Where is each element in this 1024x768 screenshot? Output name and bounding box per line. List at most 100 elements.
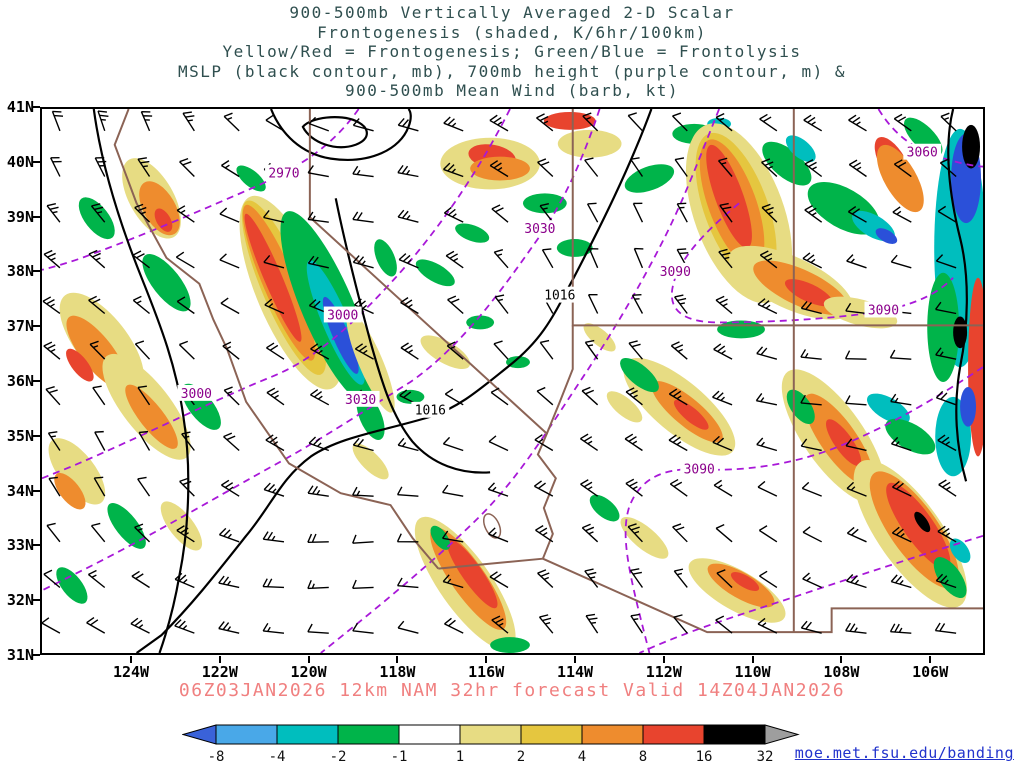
wind-barb bbox=[176, 525, 195, 543]
wind-barb bbox=[846, 574, 867, 589]
wind-barb bbox=[625, 387, 643, 406]
wind-barb bbox=[397, 164, 419, 178]
wind-barb bbox=[307, 165, 329, 178]
wind-barb bbox=[670, 341, 688, 360]
mslp-contour-label: 1016 bbox=[544, 289, 575, 304]
x-tick-mark bbox=[485, 656, 488, 663]
wind-barb bbox=[94, 430, 106, 451]
title-line-4: MSLP (black contour, mb), 700mb height (… bbox=[178, 61, 846, 81]
wind-barb bbox=[400, 342, 419, 360]
wind-barb bbox=[97, 110, 109, 132]
wind-barb bbox=[352, 165, 374, 178]
wind-barb bbox=[674, 157, 688, 177]
y-tick-label: 39N bbox=[6, 207, 34, 226]
wind-barb bbox=[442, 484, 464, 497]
wind-barb bbox=[935, 301, 957, 315]
mslp-contour-label: 1016 bbox=[415, 404, 446, 419]
wind-barb bbox=[889, 623, 912, 634]
wind-barb bbox=[627, 523, 643, 543]
wind-barb bbox=[586, 202, 599, 223]
wind-barb bbox=[889, 349, 912, 360]
title-line-5: 900-500mb Mean Wind (barb, kt) bbox=[345, 81, 679, 100]
colorbar-segment bbox=[215, 724, 278, 745]
y-tick-mark bbox=[33, 160, 40, 163]
wind-barb bbox=[221, 160, 240, 178]
wind-barb bbox=[266, 342, 285, 360]
wind-barb bbox=[584, 339, 599, 360]
wind-barb bbox=[46, 203, 61, 223]
y-tick-label: 41N bbox=[6, 98, 34, 116]
wind-barb bbox=[715, 295, 733, 315]
wind-barb bbox=[673, 568, 688, 588]
wind-barb bbox=[584, 568, 599, 588]
wind-barb bbox=[713, 343, 733, 360]
figure-title: 900-500mb Vertically Averaged 2-D Scalar… bbox=[0, 3, 1024, 101]
wind-barb bbox=[89, 340, 106, 360]
wind-barb bbox=[759, 113, 778, 132]
height-contour-label: 3030 bbox=[345, 393, 376, 408]
wind-barb bbox=[352, 486, 374, 497]
colorbar-tick-label: 4 bbox=[578, 749, 586, 765]
wind-barb bbox=[50, 156, 62, 177]
wind-barb bbox=[803, 114, 823, 132]
wind-barb bbox=[491, 204, 509, 223]
wind-barb bbox=[179, 157, 195, 177]
wind-barb bbox=[396, 577, 419, 589]
wind-barb bbox=[846, 481, 867, 497]
colorbar-segment bbox=[398, 724, 461, 745]
wind-barb bbox=[134, 203, 151, 223]
map-plot-frame: 2970 3000 3000 3030 3030 3060 3090 3090 3090 1016… bbox=[40, 107, 985, 655]
wind-barb bbox=[757, 298, 778, 315]
wind-barb bbox=[584, 157, 599, 177]
wind-barb bbox=[262, 531, 285, 543]
wind-barb bbox=[264, 298, 285, 315]
wind-barb bbox=[630, 613, 644, 634]
wind-barb bbox=[443, 162, 464, 178]
y-tick-label: 40N bbox=[6, 152, 34, 171]
x-tick-label: 118W bbox=[379, 663, 416, 681]
wind-barb bbox=[308, 116, 330, 132]
wind-barb bbox=[491, 615, 509, 634]
wind-barb bbox=[676, 202, 688, 223]
wind-barb bbox=[46, 522, 61, 543]
wind-barb bbox=[352, 534, 374, 544]
wind-barb bbox=[633, 247, 644, 269]
wind-barb bbox=[223, 386, 240, 406]
wind-barb bbox=[935, 390, 957, 406]
colorbar-segment bbox=[581, 724, 644, 745]
wind-barb bbox=[397, 437, 419, 452]
wind-barb bbox=[757, 480, 778, 497]
wind-barb bbox=[397, 209, 419, 223]
wind-barb bbox=[307, 579, 329, 590]
wind-barb bbox=[845, 438, 867, 452]
wind-barb bbox=[672, 112, 688, 132]
wind-barb bbox=[939, 158, 957, 178]
wind-barb bbox=[263, 210, 285, 223]
wind-barb bbox=[447, 295, 464, 315]
x-tick-mark bbox=[130, 656, 132, 663]
wind-barb bbox=[624, 433, 643, 452]
wind-barb bbox=[892, 480, 912, 497]
wind-barb bbox=[719, 202, 733, 223]
wind-barb bbox=[444, 388, 464, 406]
wind-barb bbox=[673, 614, 688, 634]
site-link[interactable]: moe.met.fsu.edu/banding bbox=[794, 744, 1014, 762]
wind-barb bbox=[93, 476, 106, 497]
colorbar-tick-label: 1 bbox=[456, 749, 464, 765]
wind-barb bbox=[179, 477, 195, 497]
wind-barb bbox=[398, 253, 419, 269]
wind-barb bbox=[935, 254, 957, 269]
wind-barb bbox=[672, 523, 688, 543]
wind-barb bbox=[940, 112, 957, 132]
wind-barb bbox=[674, 294, 688, 314]
wind-barb bbox=[176, 205, 195, 223]
wind-barb bbox=[307, 211, 329, 223]
wind-barb bbox=[535, 525, 554, 543]
wind-barb bbox=[174, 572, 195, 589]
wind-barb bbox=[802, 526, 823, 543]
wind-barb bbox=[800, 394, 822, 406]
wind-barb bbox=[90, 522, 106, 543]
colorbar-tick-label: -8 bbox=[208, 749, 225, 765]
wind-barb bbox=[94, 156, 107, 177]
colorbar-segment bbox=[703, 724, 766, 745]
